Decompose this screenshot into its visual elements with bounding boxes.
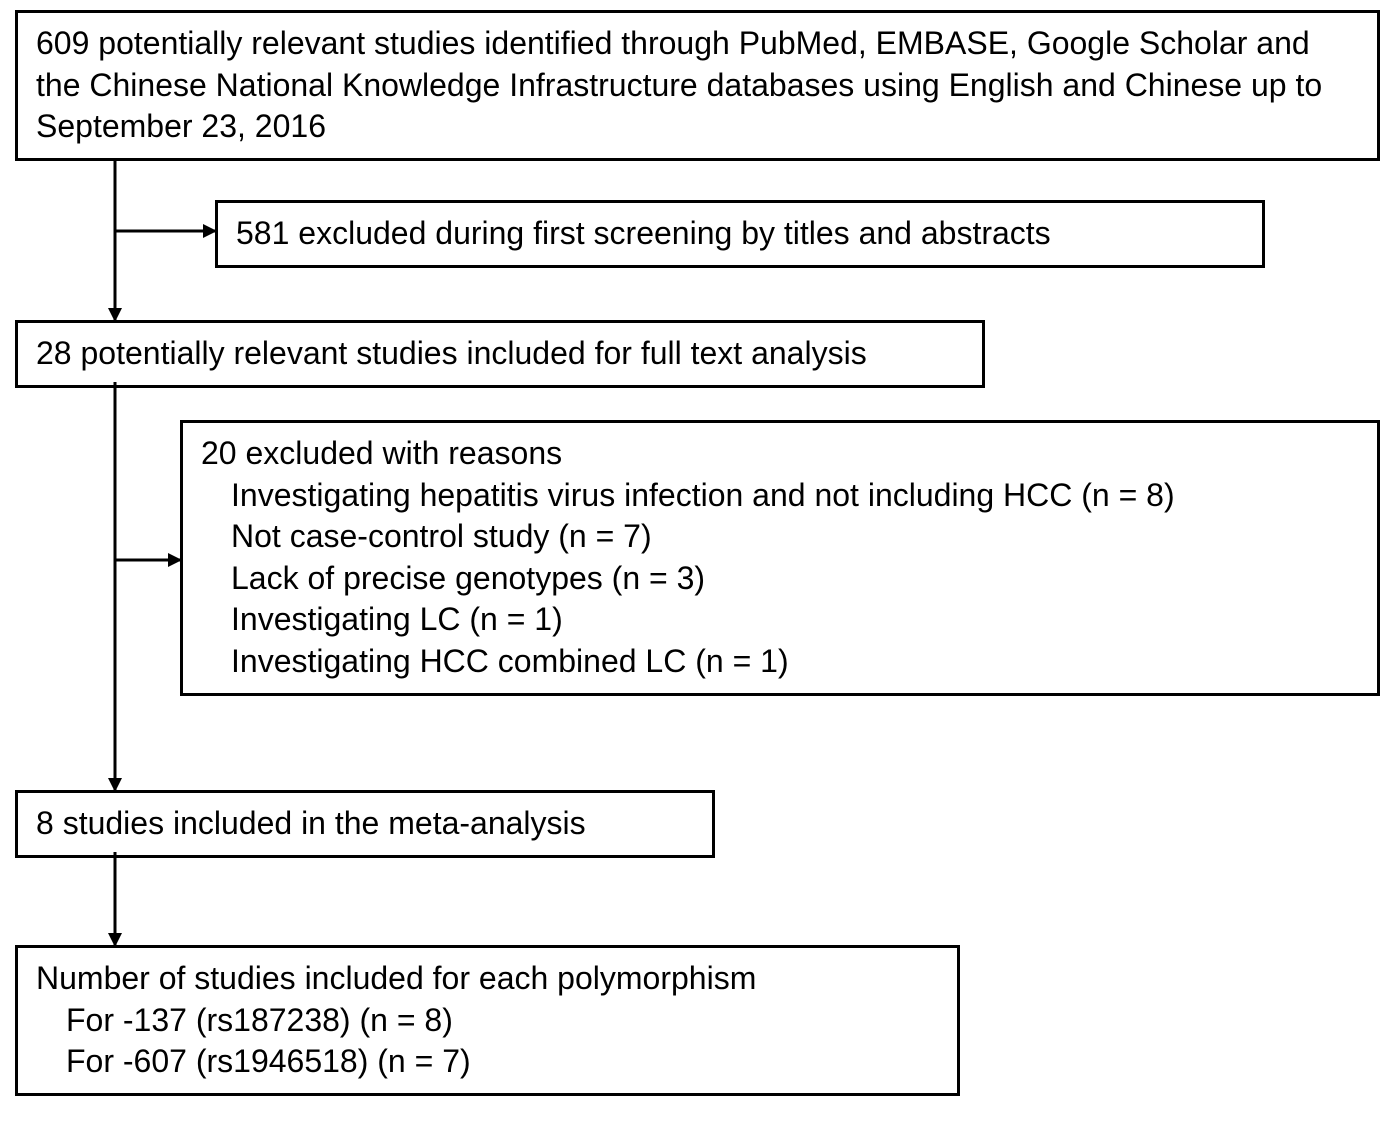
flow-node-polymorphism: Number of studies included for each poly… xyxy=(15,945,960,1096)
reason-line: Investigating HCC combined LC (n = 1) xyxy=(231,641,1359,683)
node-text: 581 excluded during first screening by t… xyxy=(236,215,1051,251)
flow-node-fulltext: 28 potentially relevant studies included… xyxy=(15,320,985,388)
node-text: 609 potentially relevant studies identif… xyxy=(36,25,1322,144)
node-header: Number of studies included for each poly… xyxy=(36,958,939,1000)
node-text: 28 potentially relevant studies included… xyxy=(36,335,867,371)
flow-node-included: 8 studies included in the meta-analysis xyxy=(15,790,715,858)
flow-node-identified: 609 potentially relevant studies identif… xyxy=(15,10,1380,161)
poly-line: For -137 (rs187238) (n = 8) xyxy=(66,1000,939,1042)
flow-node-excluded-screening: 581 excluded during first screening by t… xyxy=(215,200,1265,268)
node-text: 8 studies included in the meta-analysis xyxy=(36,805,586,841)
poly-line: For -607 (rs1946518) (n = 7) xyxy=(66,1041,939,1083)
reason-line: Not case-control study (n = 7) xyxy=(231,516,1359,558)
reason-line: Lack of precise genotypes (n = 3) xyxy=(231,558,1359,600)
node-header: 20 excluded with reasons xyxy=(201,433,1359,475)
reason-line: Investigating LC (n = 1) xyxy=(231,599,1359,641)
flow-node-excluded-reasons: 20 excluded with reasons Investigating h… xyxy=(180,420,1380,696)
reason-line: Investigating hepatitis virus infection … xyxy=(231,475,1359,517)
